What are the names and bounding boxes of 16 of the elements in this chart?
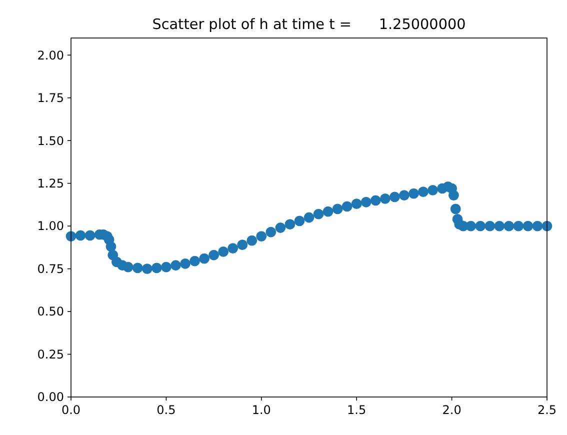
x-tick-label: 2.0 — [442, 403, 462, 417]
y-tick-label: 1.75 — [37, 91, 64, 106]
y-tick-label: 1.00 — [37, 219, 64, 234]
y-tick-label: 0.00 — [37, 390, 64, 404]
x-tick-label: 0.5 — [156, 403, 176, 417]
x-tick-label: 1.5 — [347, 403, 366, 417]
y-tick-label: 0.50 — [37, 304, 64, 319]
x-tick-label: 2.5 — [537, 403, 557, 417]
y-tick-label: 0.75 — [37, 262, 64, 276]
chart-title: Scatter plot of h at time t = 1.25000000 — [152, 17, 466, 33]
x-tick-label: 1.0 — [252, 403, 271, 417]
x-tick-label: 0.0 — [61, 403, 81, 417]
y-tick-label: 0.25 — [37, 347, 64, 362]
y-tick-label: 1.25 — [37, 176, 64, 191]
y-tick-label: 1.50 — [37, 134, 64, 148]
y-tick-label: 2.00 — [37, 48, 64, 62]
